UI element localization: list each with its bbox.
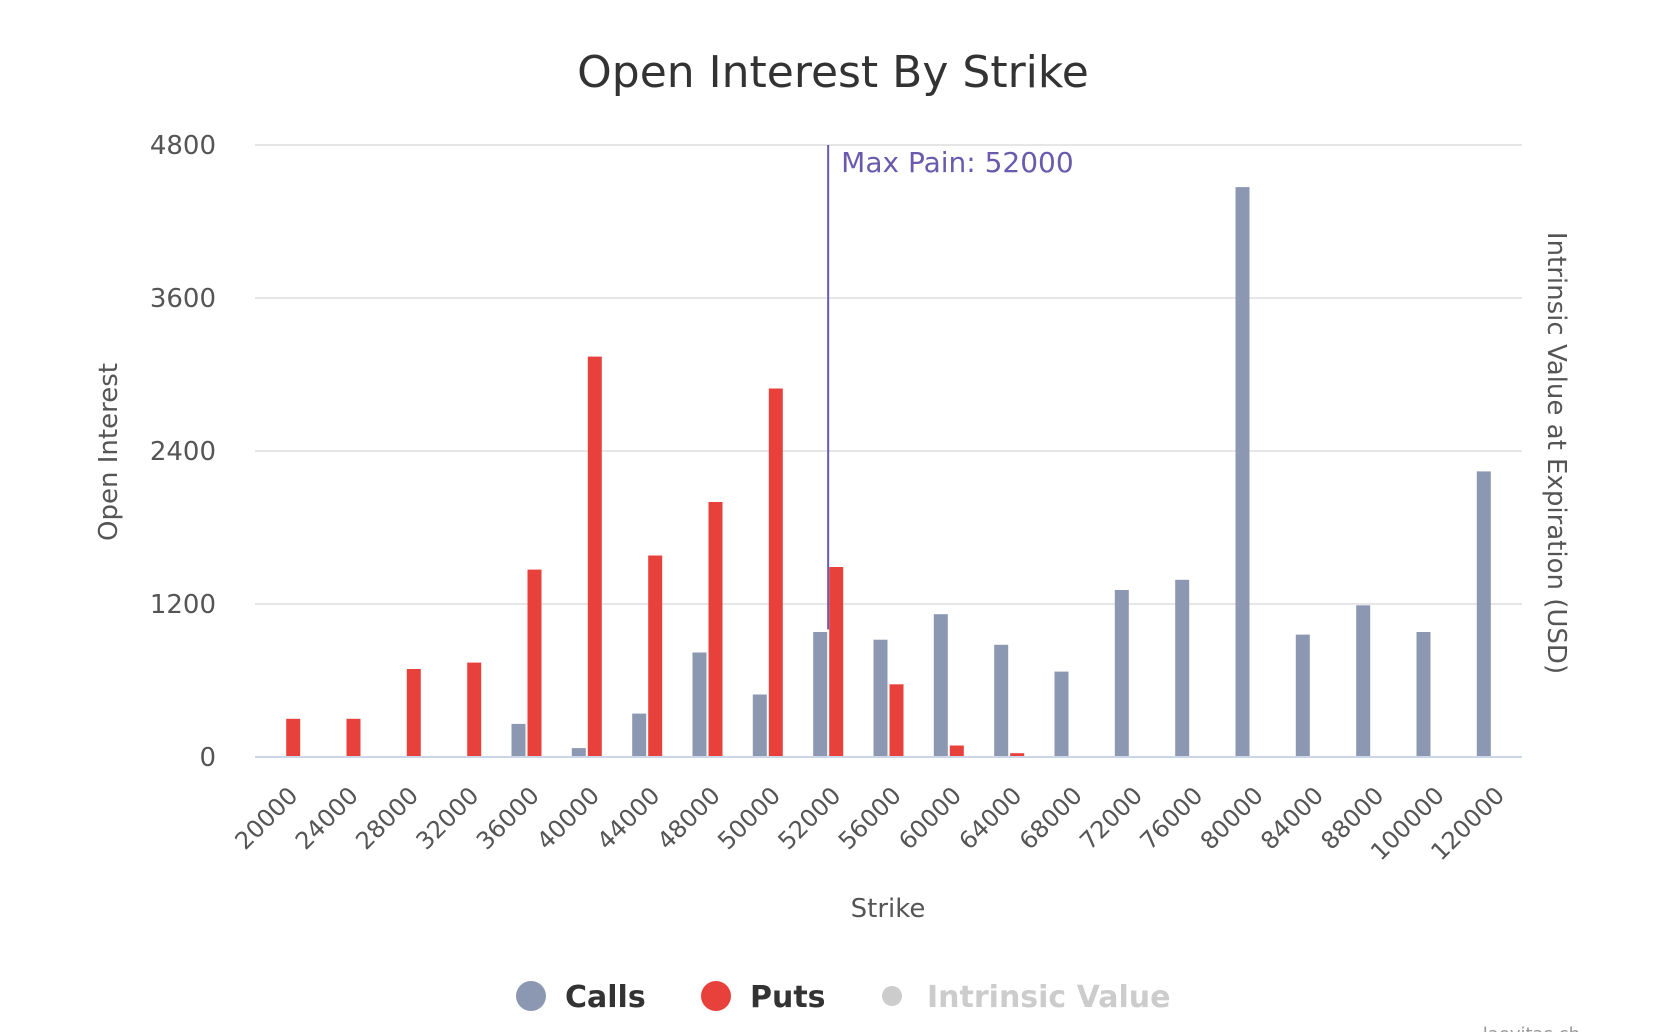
legend-marker-icon	[701, 981, 731, 1011]
puts-bar-50000[interactable]	[768, 388, 783, 758]
x-tick-label: 56000	[833, 781, 907, 855]
legend-label: Intrinsic Value	[927, 980, 1170, 1015]
y-tick-label: 2400	[150, 437, 216, 467]
x-axis-title: Strike	[851, 894, 926, 924]
puts-bar-48000[interactable]	[708, 502, 723, 757]
chart-legend: Calls Puts Intrinsic Value	[516, 980, 1170, 1015]
bar-series	[286, 187, 1491, 758]
puts-bar-28000[interactable]	[406, 669, 421, 757]
calls-bar-48000[interactable]	[692, 652, 707, 758]
legend-marker-icon	[882, 986, 902, 1006]
legend-item-calls[interactable]: Calls	[516, 980, 646, 1015]
calls-bar-76000[interactable]	[1175, 579, 1190, 757]
calls-bar-52000[interactable]	[813, 632, 828, 757]
x-tick-label: 68000	[1014, 781, 1088, 855]
calls-bar-56000[interactable]	[873, 639, 888, 757]
y-axis-title: Open Interest	[94, 363, 124, 541]
legend-marker-icon	[516, 981, 546, 1011]
calls-bar-64000[interactable]	[994, 644, 1009, 757]
chart-credit[interactable]: laevitas.ch	[1483, 1024, 1580, 1032]
y-axis-ticks: 0 1200 2400 3600 4800	[150, 131, 216, 773]
x-tick-label: 84000	[1255, 781, 1329, 855]
x-tick-label: 60000	[893, 781, 967, 855]
x-tick-label: 24000	[290, 781, 364, 855]
x-tick-label: 50000	[712, 781, 786, 855]
calls-bar-44000[interactable]	[632, 713, 647, 757]
calls-bar-36000[interactable]	[511, 723, 526, 757]
chart-title: Open Interest By Strike	[577, 47, 1089, 98]
x-tick-label: 40000	[531, 781, 605, 855]
legend-item-puts[interactable]: Puts	[701, 980, 826, 1015]
x-tick-label: 72000	[1074, 781, 1148, 855]
x-tick-label: 52000	[773, 781, 847, 855]
calls-bar-50000[interactable]	[752, 694, 767, 758]
x-tick-label: 64000	[954, 781, 1028, 855]
y-tick-label: 1200	[150, 590, 216, 620]
x-tick-label: 76000	[1135, 781, 1209, 855]
y-tick-label: 0	[199, 743, 216, 773]
x-tick-label: 28000	[350, 781, 424, 855]
legend-label: Puts	[750, 980, 826, 1015]
puts-bar-32000[interactable]	[467, 662, 482, 757]
x-tick-label: 36000	[471, 781, 545, 855]
calls-bar-80000[interactable]	[1235, 187, 1250, 758]
puts-bar-44000[interactable]	[648, 555, 663, 758]
puts-bar-40000[interactable]	[587, 356, 602, 757]
calls-bar-60000[interactable]	[933, 614, 948, 757]
y-tick-label: 4800	[150, 131, 216, 161]
grid-lines	[255, 144, 1522, 605]
puts-bar-64000[interactable]	[1010, 753, 1025, 757]
x-axis-ticks: 2000024000280003200036000400004400048000…	[230, 781, 1510, 866]
x-tick-label: 44000	[592, 781, 666, 855]
max-pain-label: Max Pain: 52000	[841, 146, 1074, 179]
puts-bar-24000[interactable]	[346, 718, 361, 758]
calls-bar-88000[interactable]	[1356, 605, 1371, 757]
puts-bar-56000[interactable]	[889, 684, 904, 757]
calls-bar-68000[interactable]	[1054, 671, 1069, 757]
puts-bar-36000[interactable]	[527, 569, 542, 757]
puts-bar-60000[interactable]	[949, 745, 964, 758]
calls-bar-100000[interactable]	[1416, 632, 1431, 757]
y2-axis-title: Intrinsic Value at Expiration (USD)	[1541, 232, 1571, 674]
puts-bar-52000[interactable]	[829, 567, 844, 757]
x-tick-label: 32000	[411, 781, 485, 855]
x-tick-label: 48000	[652, 781, 726, 855]
calls-bar-84000[interactable]	[1295, 634, 1310, 757]
x-tick-label: 20000	[230, 781, 304, 855]
x-tick-label: 80000	[1195, 781, 1269, 855]
legend-label: Calls	[565, 980, 646, 1015]
max-pain-marker: Max Pain: 52000	[827, 145, 1074, 630]
calls-bar-120000[interactable]	[1476, 471, 1491, 757]
legend-item-intrinsic-value[interactable]: Intrinsic Value	[882, 980, 1170, 1015]
y-tick-label: 3600	[150, 284, 216, 314]
calls-bar-40000[interactable]	[571, 748, 586, 757]
calls-bar-72000[interactable]	[1114, 590, 1129, 757]
puts-bar-20000[interactable]	[286, 718, 301, 758]
